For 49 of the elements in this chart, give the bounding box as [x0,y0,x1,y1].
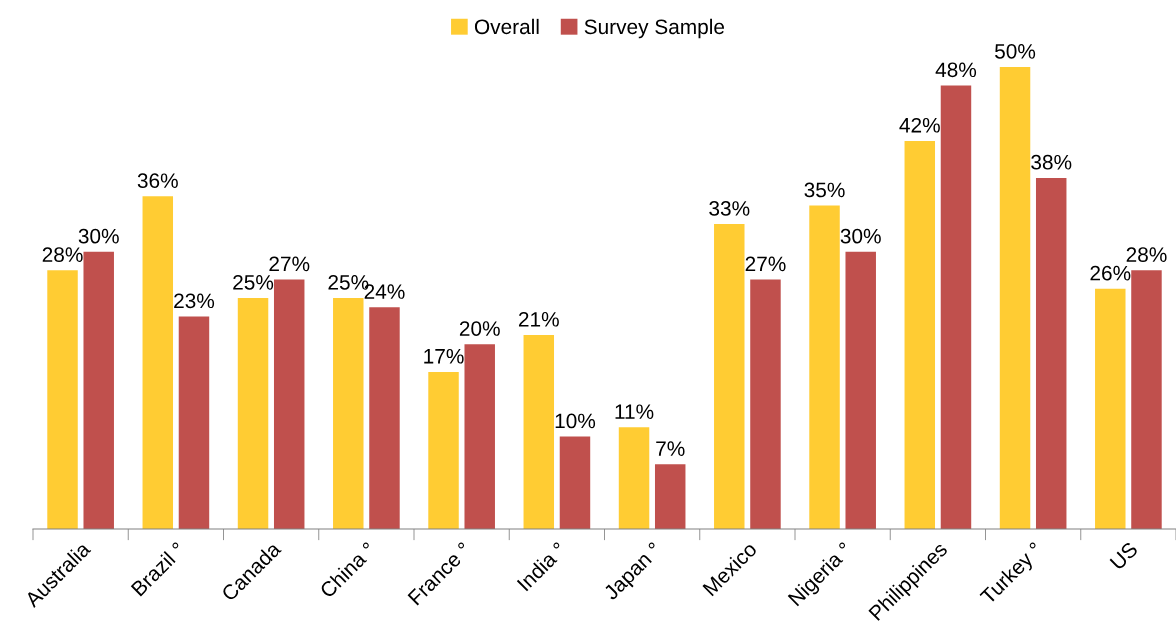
bar [83,251,114,529]
data-label: 7% [656,441,685,456]
data-label: 26% [1090,265,1131,281]
data-label: 27% [269,256,310,272]
bar [333,298,364,529]
bar [940,85,972,529]
bar [428,371,459,529]
legend-label: Survey Sample [584,18,725,39]
data-label: 28% [42,247,83,262]
bar [559,436,591,529]
legend-label: Overall [474,18,539,35]
data-label: 21% [518,311,559,327]
data-label: 35% [804,182,845,198]
bar [904,140,936,529]
x-tick-label: US [1109,541,1139,571]
data-label: 30% [840,228,881,244]
bar [273,279,305,529]
bar [523,334,555,529]
data-label: 20% [459,321,500,336]
data-label: 36% [137,173,178,189]
data-label: 48% [935,62,977,78]
bar [237,298,269,529]
bar [845,251,876,529]
bar [1035,177,1067,529]
data-label: 38% [1031,154,1072,170]
bar [369,307,400,529]
bar [1095,288,1126,529]
bar [142,196,174,529]
data-label: 10% [555,413,596,429]
bar [714,224,745,529]
bar [178,316,210,529]
data-label: 42% [899,117,940,133]
bar [999,67,1031,529]
data-label: 50% [995,43,1036,59]
data-label: 17% [424,348,464,364]
data-label: 25% [233,274,274,290]
bar [464,344,495,529]
bar [809,205,840,529]
data-label: 33% [709,201,750,216]
data-label: 28% [1126,247,1167,262]
bar [1131,270,1162,529]
bar [47,270,78,529]
bar [654,464,686,529]
bar [618,427,650,529]
data-label: 30% [78,228,119,244]
data-label: 11% [615,404,654,419]
data-label: 23% [174,293,215,309]
bar [750,279,781,529]
data-label: 27% [745,256,786,272]
